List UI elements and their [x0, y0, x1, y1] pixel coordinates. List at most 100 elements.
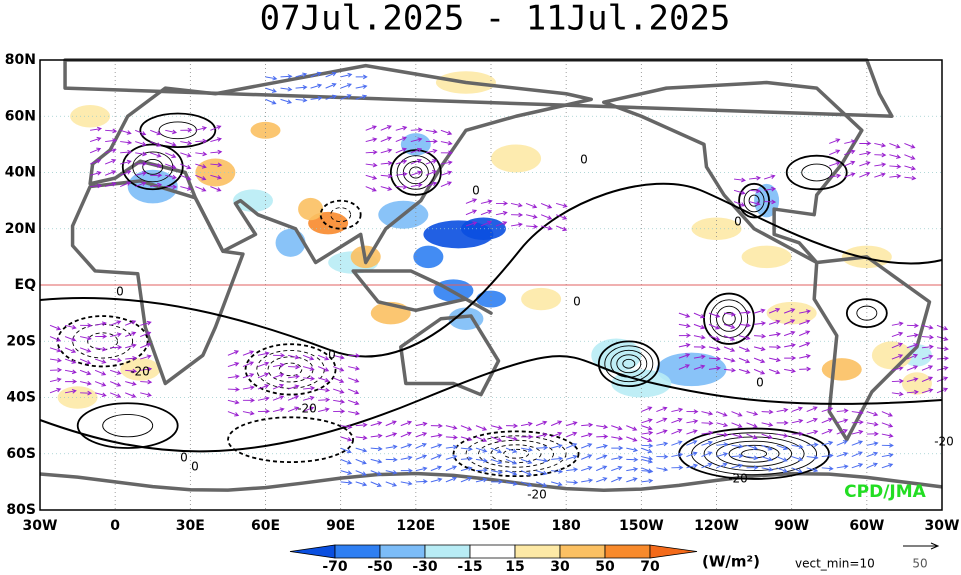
- wind-arrow: [105, 128, 118, 134]
- colorbar-segment: [379, 544, 426, 559]
- wind-arrow: [671, 465, 684, 470]
- wind-arrow: [425, 138, 438, 144]
- wind-arrow: [906, 377, 919, 383]
- wind-arrow: [280, 98, 293, 104]
- wind-arrow: [110, 332, 122, 338]
- contour-line: [478, 439, 555, 468]
- wind-arrow: [302, 395, 315, 401]
- wind-arrow: [440, 160, 453, 165]
- wind-arrow: [874, 172, 886, 178]
- wind-arrow: [906, 365, 919, 371]
- wind-arrow: [761, 433, 773, 439]
- wind-arrow: [64, 336, 77, 342]
- contour-label: 0: [580, 153, 588, 167]
- wind-arrow: [50, 367, 63, 373]
- wind-arrow: [380, 125, 392, 131]
- wind-arrow: [480, 199, 493, 204]
- wind-arrow: [227, 387, 240, 392]
- wind-arrow: [445, 476, 458, 483]
- wind-arrow: [410, 182, 423, 188]
- wind-arrow: [280, 74, 293, 79]
- wind-arrow: [135, 129, 147, 136]
- wind-arrow: [348, 366, 360, 371]
- wind-arrow: [475, 458, 488, 463]
- wind-arrow: [140, 354, 152, 360]
- wind-arrow: [105, 138, 118, 143]
- wind-arrow: [708, 346, 721, 352]
- anomaly-patch: [275, 228, 306, 257]
- wind-arrow: [272, 383, 285, 390]
- coastline: [399, 314, 501, 397]
- contour-label: 0: [734, 215, 742, 229]
- wind-arrow: [889, 142, 901, 149]
- wind-arrow: [723, 311, 736, 317]
- colorbar-tick-label: 70: [640, 559, 660, 575]
- colorbar-segment: [649, 544, 698, 559]
- wind-arrow: [776, 467, 788, 473]
- wind-arrow: [440, 150, 453, 156]
- wind-arrow: [738, 335, 751, 341]
- wind-arrow: [125, 392, 137, 398]
- wind-arrow: [806, 455, 819, 460]
- wind-arrow: [791, 444, 804, 449]
- wind-arrow: [195, 186, 207, 192]
- wind-arrow: [135, 171, 147, 176]
- wind-arrow: [135, 141, 147, 147]
- wind-arrow: [686, 440, 698, 446]
- anomaly-patch: [120, 358, 161, 381]
- wind-arrow: [135, 161, 148, 167]
- contour-line: [801, 163, 833, 182]
- wind-arrow: [881, 463, 894, 469]
- wind-arrow: [430, 433, 443, 438]
- wind-arrow: [257, 396, 270, 401]
- lon-label: 30E: [176, 518, 205, 534]
- wind-arrow: [227, 361, 240, 368]
- wind-arrow: [195, 163, 207, 169]
- wind-arrow: [79, 358, 92, 365]
- wind-arrow: [310, 96, 323, 101]
- wind-arrow: [150, 141, 162, 147]
- wind-arrow: [791, 418, 804, 424]
- wind-arrow: [716, 432, 729, 438]
- lon-label: 0: [110, 518, 120, 534]
- lat-label: 20N: [5, 221, 36, 237]
- wind-arrow: [859, 161, 871, 167]
- wind-arrow: [385, 481, 398, 487]
- wind-arrow: [95, 334, 108, 339]
- wind-arrow: [49, 357, 62, 363]
- wind-arrow: [265, 98, 277, 105]
- wind-arrow: [555, 225, 568, 232]
- wind-arrow: [851, 440, 864, 446]
- wind-arrow: [748, 201, 761, 206]
- wind-arrow: [686, 419, 699, 424]
- wind-arrow: [333, 399, 346, 404]
- wind-arrow: [520, 470, 533, 476]
- wind-arrow: [738, 322, 752, 328]
- wind-arrow: [746, 422, 758, 428]
- wind-arrow: [445, 454, 458, 460]
- wind-arrow: [701, 451, 713, 458]
- contour-line: [121, 143, 184, 191]
- wind-arrow: [505, 447, 518, 454]
- wind-arrow: [370, 421, 383, 427]
- wind-arrow: [521, 434, 534, 440]
- wind-arrow: [844, 139, 857, 144]
- wind-arrow: [94, 369, 107, 376]
- wind-arrow: [540, 225, 553, 231]
- anomaly-patch: [741, 245, 792, 269]
- wind-arrow: [460, 425, 473, 431]
- wind-arrow: [242, 410, 255, 416]
- wind-arrow: [410, 158, 422, 165]
- colorbar-segment: [514, 544, 561, 559]
- wind-arrow: [551, 443, 563, 449]
- wind-arrow: [821, 466, 834, 471]
- reference-vector-label: 50: [912, 557, 927, 571]
- anomaly-patch: [232, 189, 273, 212]
- anomaly-patch: [476, 290, 506, 308]
- wind-arrow: [125, 331, 137, 338]
- wind-arrow: [272, 395, 285, 401]
- contour-line: [738, 182, 770, 219]
- wind-arrow: [355, 470, 367, 476]
- wind-arrow: [821, 407, 834, 413]
- wind-arrow: [415, 454, 428, 460]
